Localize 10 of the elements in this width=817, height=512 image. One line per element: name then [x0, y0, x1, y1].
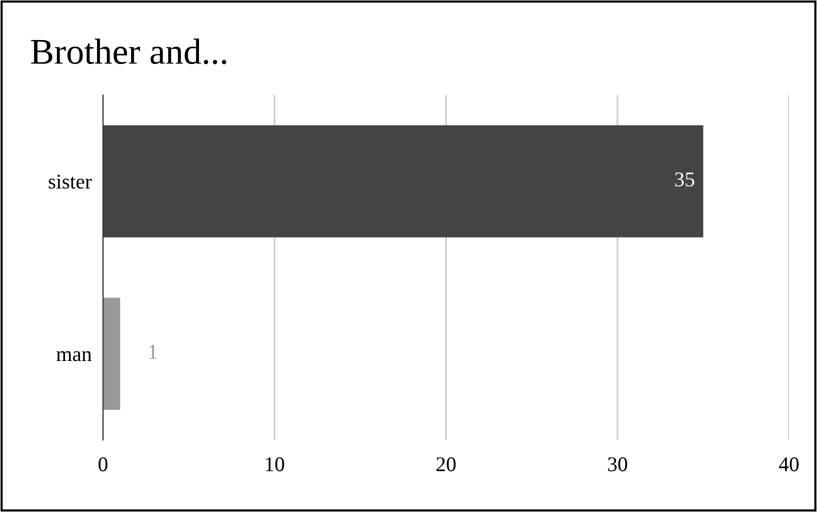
x-tick-label: 40: [778, 457, 799, 472]
x-tick-label: 20: [436, 457, 456, 472]
x-tick-label: 10: [266, 457, 284, 472]
data-label: 35: [675, 172, 694, 186]
x-tick-label: 0: [98, 457, 108, 472]
x-tick-label: 30: [608, 457, 628, 472]
y-tick-label: man: [56, 351, 92, 362]
data-label: 1: [149, 345, 157, 359]
y-tick-label: sister: [48, 174, 92, 189]
chart-title: Brother and...: [31, 38, 226, 64]
